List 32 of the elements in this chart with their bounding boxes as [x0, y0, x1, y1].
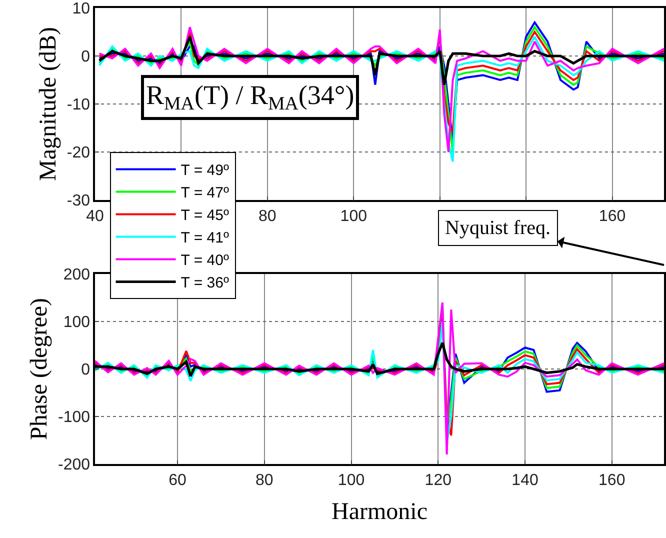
y-tick-label: -20: [66, 144, 90, 162]
legend-label: T = 49º: [180, 162, 230, 180]
annotation: R$_{MA}$(T) / R$_{MA}$(34°): [146, 80, 354, 115]
y-tick-label: -200: [58, 456, 90, 474]
x-tick-label: 100: [338, 472, 365, 489]
x-tick-label: 60: [168, 472, 187, 489]
legend-label: T = 45º: [180, 207, 230, 224]
y-tick-label: 10: [72, 0, 90, 18]
x-tick-label: 80: [258, 208, 276, 225]
y-tick-label: 200: [63, 266, 90, 284]
line-series: [95, 302, 664, 456]
y-tick-label: -100: [58, 409, 90, 426]
legend-label: T = 41º: [180, 230, 230, 247]
y-tick-label: -10: [66, 96, 90, 114]
x-axis-title: Harmonic: [332, 498, 428, 525]
legend-label: T = 47º: [180, 184, 230, 202]
x-tick-label: 80: [256, 472, 274, 489]
y-axis-title: Magnitude (dB): [36, 27, 62, 181]
x-tick-label: 160: [598, 472, 626, 489]
y-tick-label: 0: [81, 48, 90, 66]
x-tick-label: 100: [340, 208, 368, 225]
y-tick-label: 100: [63, 314, 90, 332]
x-tick-label: 160: [598, 208, 626, 225]
y-axis-title: Phase (degree): [26, 298, 53, 440]
legend-label: T = 36º: [180, 274, 230, 292]
y-tick-label: -30: [66, 192, 90, 210]
legend-label: T = 40º: [180, 252, 230, 270]
y-tick-label: 0: [81, 362, 90, 379]
x-tick-label: 120: [424, 472, 452, 489]
text: Nyquist freq.: [445, 217, 551, 239]
x-tick-label: 140: [512, 472, 538, 489]
x-tick-label: 40: [86, 208, 104, 225]
